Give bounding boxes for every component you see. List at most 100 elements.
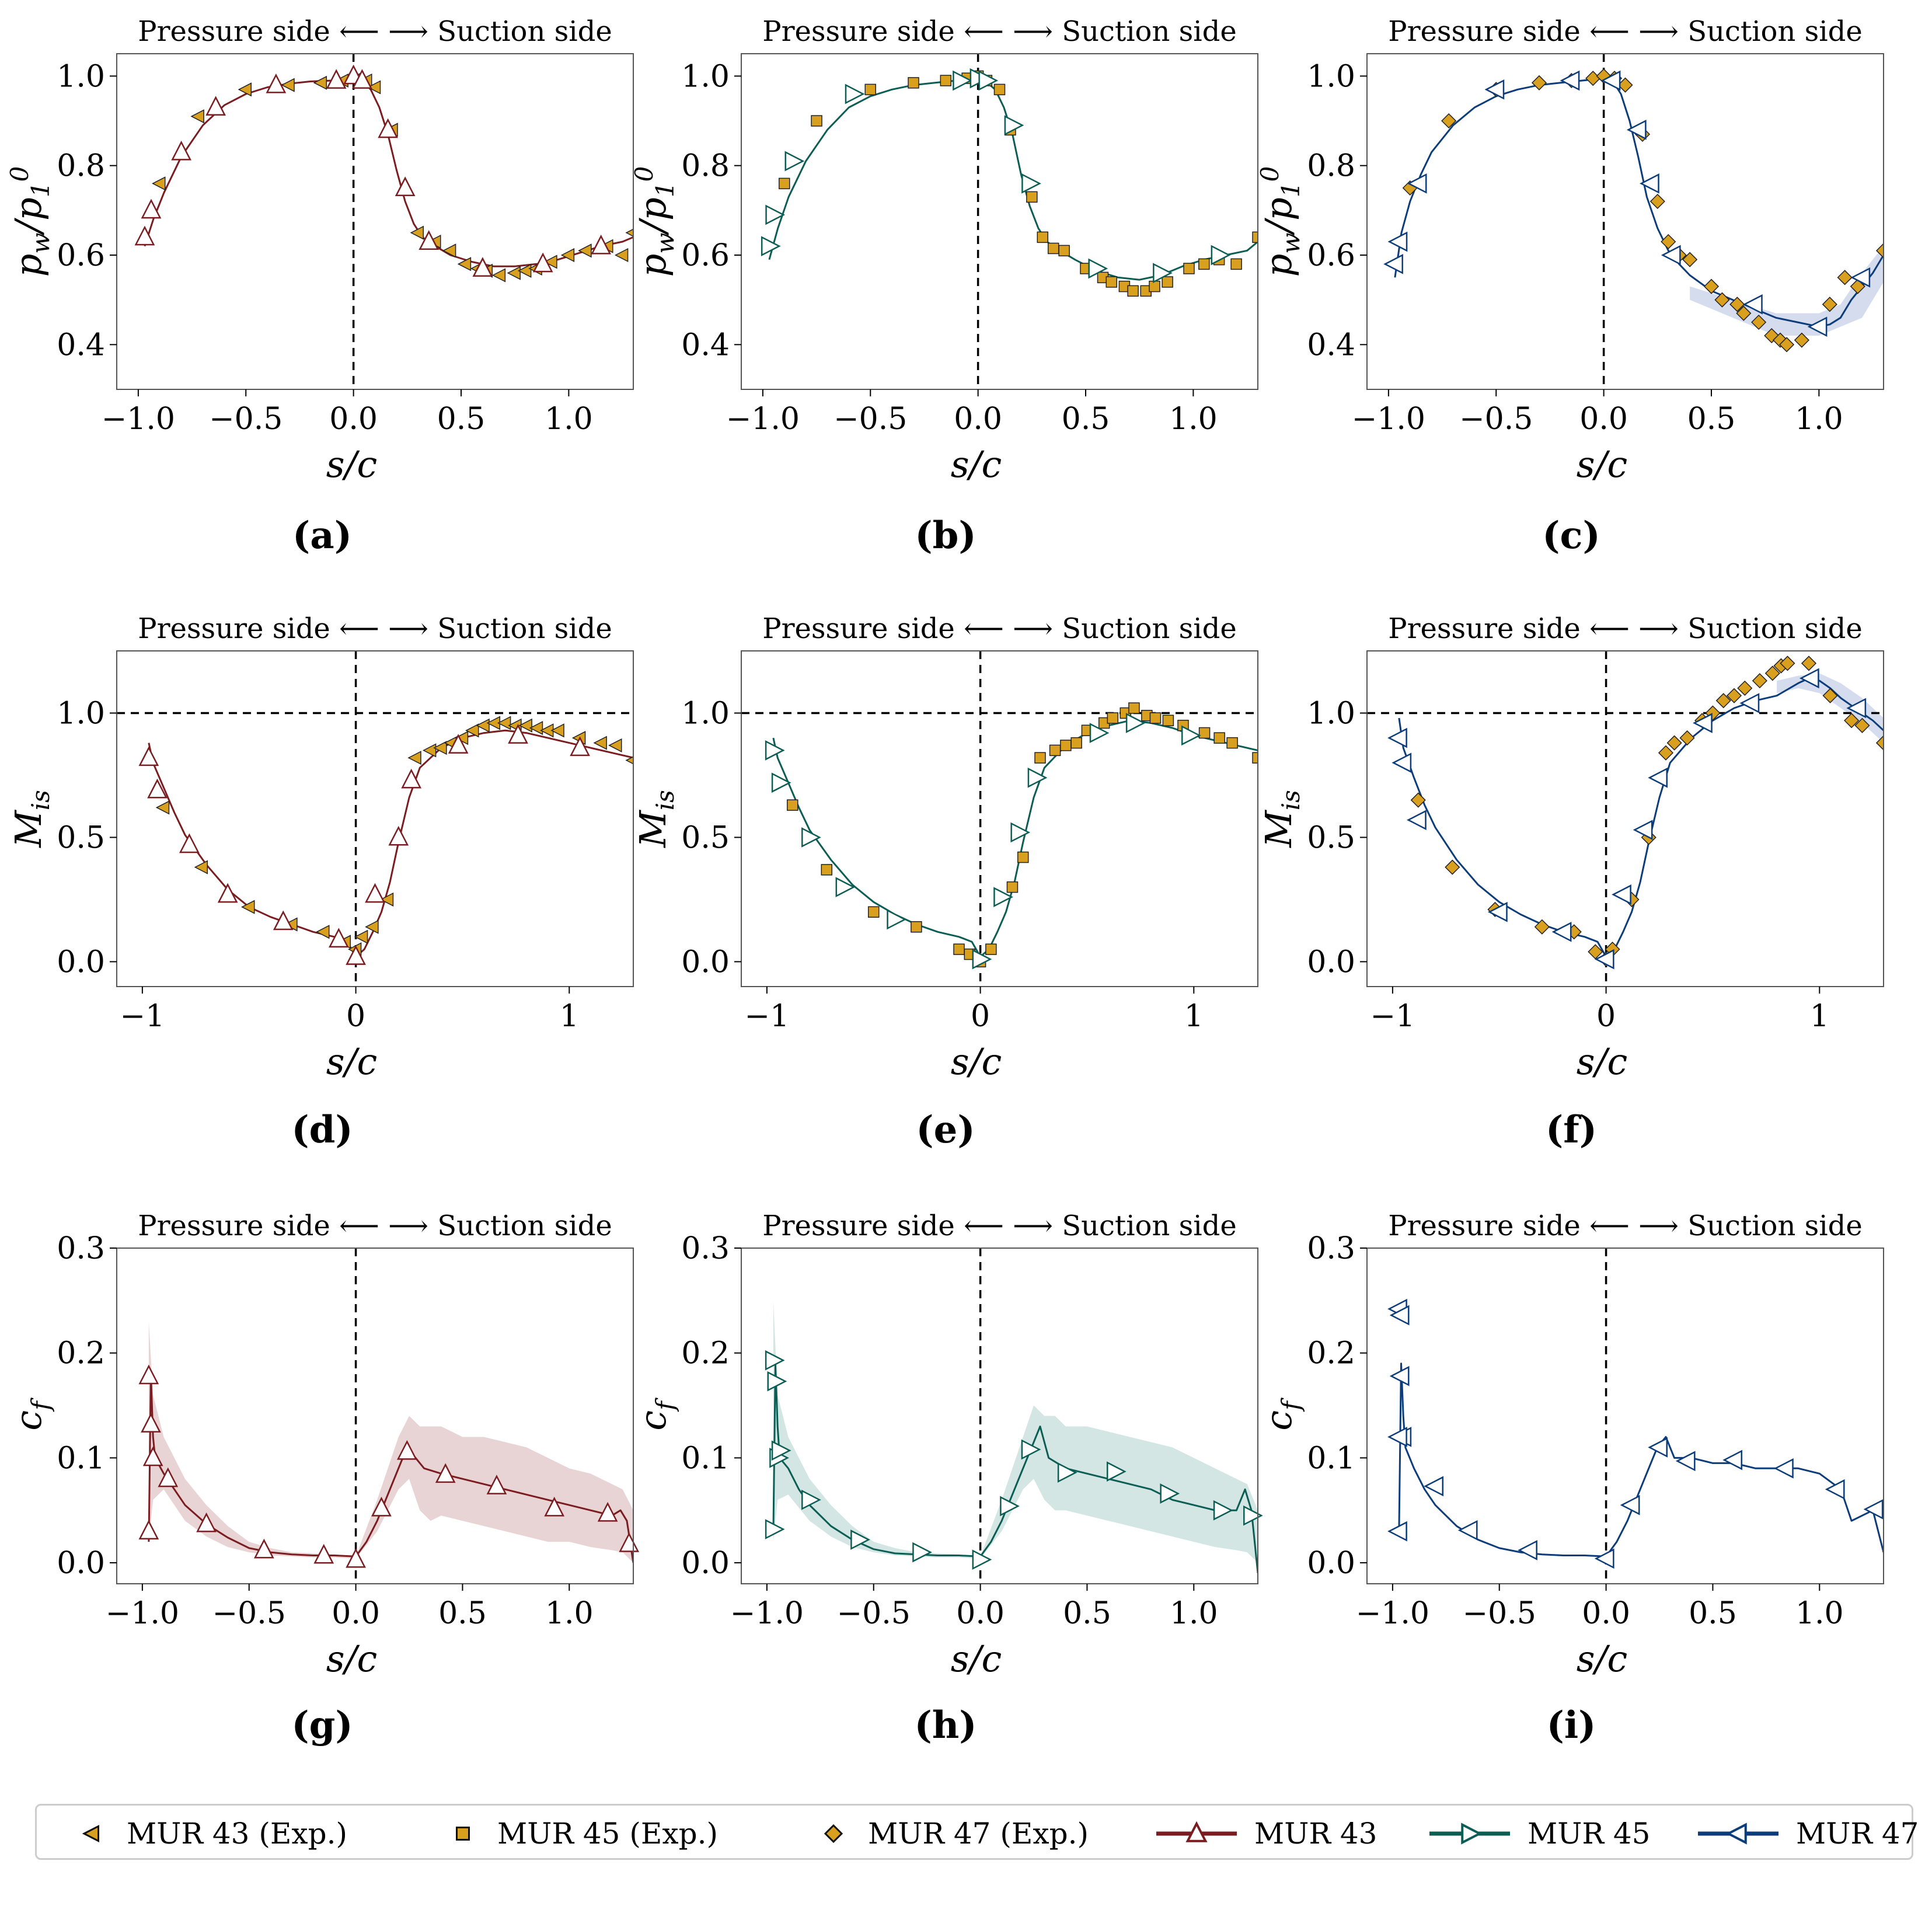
exp-point [1764,665,1780,681]
sim-marker [1125,713,1146,733]
sim-marker [1088,258,1108,279]
exp-point [1729,297,1745,312]
legend-symbol [456,1827,470,1841]
sim-marker [141,1413,161,1433]
sim-marker [765,1350,785,1371]
exp-point [1149,712,1162,724]
exp-point [407,751,421,765]
sim-marker [397,1440,417,1460]
sim-marker [508,724,528,744]
y-axis-label-part: f [1277,1398,1305,1412]
sim-marker [1612,884,1631,905]
x-tick-label: 1.0 [1170,1596,1218,1631]
exp-point [190,109,204,124]
exp-point [1037,231,1048,243]
legend-label-mur45: MUR 45 [1528,1817,1651,1851]
sim-marker [953,70,972,91]
sim-marker [217,883,238,903]
sim-marker [784,151,805,172]
legend-symbol [824,1824,843,1844]
panel-header: Pressure side ⟵ ⟶ Suction side [138,612,612,645]
sim-marker [486,1475,507,1494]
x-axis-label: s/c [951,1637,1002,1680]
sim-marker [597,1501,618,1522]
x-tick-label: 1.0 [1795,1596,1844,1631]
exp-point [1875,735,1884,751]
sim-marker [1387,1427,1407,1447]
panel-header: Pressure side ⟵ ⟶ Suction side [762,15,1236,48]
exp-point [1585,71,1601,86]
x-tick-label: 0.0 [332,1596,380,1631]
exp-point [1534,919,1550,935]
exp-point [155,800,170,815]
sim-marker [1626,119,1647,140]
x-axis-label: s/c [1577,1637,1627,1680]
exp-point [940,75,952,86]
sim-marker [1407,173,1427,194]
exp-point [953,943,965,955]
x-tick-label: 1 [1184,999,1204,1034]
y-tick-label: 0.4 [57,327,105,363]
y-axis-label-part: c [7,1410,50,1431]
x-tick-label: −1.0 [1356,1596,1429,1631]
sim-marker [142,1446,163,1466]
exp-point [1060,740,1072,751]
y-tick-label: 1.0 [1307,696,1355,731]
y-tick-label: 1.0 [57,696,105,731]
x-tick-label: −1.0 [102,402,175,437]
exp-point [864,83,876,96]
sim-marker [134,225,155,246]
panel-label-a: (a) [292,514,353,557]
exp-point [1737,680,1753,696]
y-axis-label-part: is [26,790,55,810]
exp-point [1778,337,1795,353]
exp-point [1034,752,1046,764]
exp-point [1106,276,1117,288]
sim-marker [158,1467,179,1487]
sim-marker [1004,115,1024,136]
sim-marker [978,70,999,91]
exp-point [1140,285,1152,297]
sim-marker [1243,1505,1263,1526]
legend-marker-mur43 [1156,1821,1237,1842]
sim-marker [1407,810,1427,830]
panel-header: Pressure side ⟵ ⟶ Suction side [1388,15,1862,48]
sim-marker [1392,752,1412,773]
exp-point [194,860,208,874]
sim-marker [205,96,226,116]
panel-header: Pressure side ⟵ ⟶ Suction side [762,1210,1236,1242]
sim-marker [1106,1461,1127,1482]
x-axis-label: s/c [951,1040,1002,1083]
exp-point [1252,231,1258,243]
sim-marker [972,949,992,970]
legend-label-mur43: MUR 43 [1254,1817,1377,1851]
exp-point [1617,77,1633,93]
sim-marker [771,772,791,793]
exp-point [779,177,790,190]
legend-item-mur47-exp: MUR 47 (Exp.) [813,1806,1089,1862]
exp-point [1162,715,1174,727]
exp-point [152,176,166,191]
uncertainty-band [773,1300,1258,1563]
uncertainty-band [1690,246,1884,336]
x-tick-label: 0.5 [1687,402,1736,437]
y-tick-label: 0.0 [681,945,730,980]
sim-marker [532,252,553,273]
sim-marker [1594,1548,1614,1569]
y-axis-label-part: p [632,197,674,221]
exp-point [354,929,368,944]
exp-point [1822,688,1838,703]
y-tick-label: 0.8 [1307,149,1355,184]
y-axis-label-part: 1 [1277,182,1305,197]
exp-point [1127,285,1139,297]
sim-marker [1457,1520,1478,1541]
panel-header: Pressure side ⟵ ⟶ Suction side [1388,612,1862,645]
y-axis-label-part: 0 [1256,166,1284,182]
sim-marker [1648,767,1668,788]
y-axis-label-part: M [7,810,50,848]
exp-point [1875,243,1884,259]
exp-point [476,718,490,733]
y-axis-label-part: is [651,790,679,810]
sim-marker [326,69,347,89]
y-axis-label-part: f [651,1398,679,1412]
